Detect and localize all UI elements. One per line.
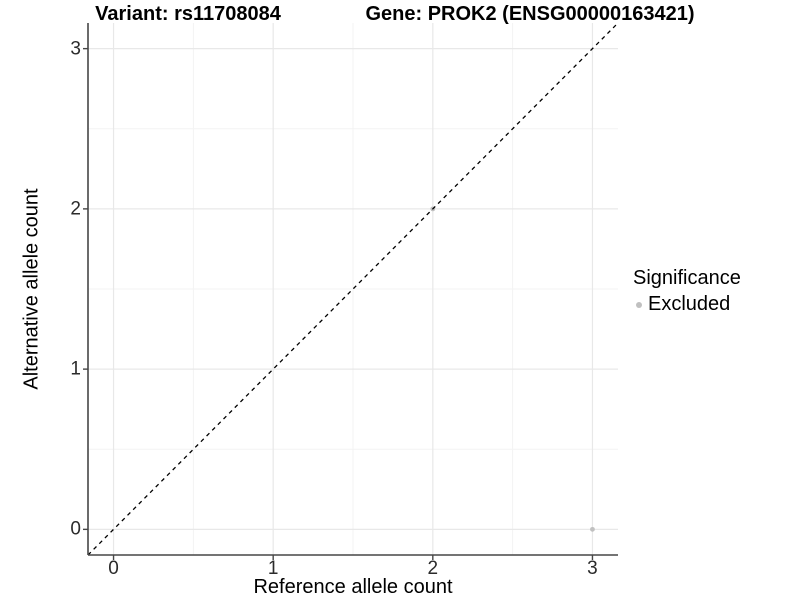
y-tick-label-0: 0 bbox=[70, 518, 81, 540]
x-tick-label-1: 1 bbox=[267, 558, 279, 579]
x-tick-label-0: 0 bbox=[108, 558, 119, 579]
plot-title-gene: Gene: PROK2 (ENSG00000163421) bbox=[365, 3, 695, 25]
legend-title: Significance bbox=[633, 267, 741, 289]
x-tick-label-3: 3 bbox=[587, 558, 598, 579]
data-point-excluded bbox=[590, 526, 595, 532]
legend-item-label: Excluded bbox=[648, 293, 731, 315]
plot-title-variant: Variant: rs11708084 bbox=[95, 3, 281, 25]
legend-item-excluded: Excluded bbox=[631, 293, 741, 316]
y-tick-label-1: 1 bbox=[70, 358, 81, 380]
x-tick-label-2: 2 bbox=[427, 558, 439, 579]
x-axis-title: Reference allele count bbox=[253, 576, 453, 598]
y-tick-label-2: 2 bbox=[70, 198, 81, 220]
legend: Significance Excluded bbox=[631, 267, 741, 316]
legend-items: Excluded bbox=[631, 293, 741, 316]
identity-reference-line bbox=[87, 22, 619, 556]
y-axis-title: Alternative allele count bbox=[20, 188, 43, 390]
y-tick-label-3: 3 bbox=[70, 38, 81, 60]
legend-key-dot-icon bbox=[636, 301, 642, 308]
